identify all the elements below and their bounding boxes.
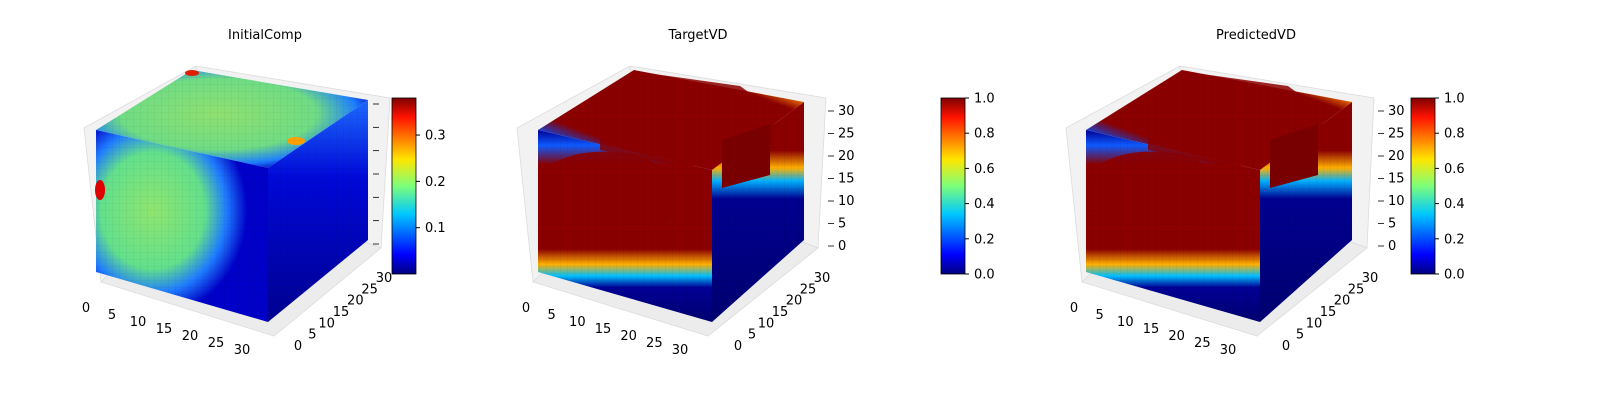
- x-tick-label: 0: [1070, 301, 1078, 316]
- y-tick-label: 20: [347, 294, 364, 309]
- colorbar-tick-label: 0.1: [425, 221, 446, 236]
- z-tick-label: 10: [1388, 194, 1405, 209]
- z-tick-label: 20: [838, 149, 855, 164]
- y-tick-label: 15: [772, 305, 789, 320]
- colorbar-tick-label: 0.8: [974, 127, 995, 142]
- y-tick-label: 25: [1348, 282, 1365, 297]
- colorbar-tick-label: 0.2: [974, 232, 995, 247]
- colorbar-tick-label: 0.0: [1444, 268, 1465, 283]
- z-tick-label: 15: [1388, 172, 1405, 187]
- panel-title-initialcomp: InitialComp: [228, 28, 302, 43]
- x-tick-label: 10: [1117, 315, 1134, 330]
- x-tick-label: 10: [569, 315, 586, 330]
- panel-title-targetvd: TargetVD: [667, 28, 727, 43]
- panel-title-predictedvd: PredictedVD: [1216, 28, 1296, 43]
- y-tick-label: 5: [1296, 328, 1304, 343]
- z-tick-label: 25: [1388, 127, 1405, 142]
- x-tick-label: 25: [208, 336, 225, 351]
- y-tick-label: 5: [308, 328, 316, 343]
- z-tick-label: 5: [838, 217, 846, 232]
- x-tick-label: 30: [234, 343, 251, 358]
- colorbar-tick-label: 0.3: [425, 129, 446, 144]
- z-tick-label: 0: [1388, 239, 1396, 254]
- z-tick-label: 15: [838, 172, 855, 187]
- x-tick-label: 30: [1220, 343, 1237, 358]
- z-axis-ticks: [373, 103, 379, 245]
- colorbar-gradient: [1410, 97, 1436, 275]
- y-tick-label: 0: [1282, 339, 1290, 354]
- colorbar-tick-label: 1.0: [974, 92, 995, 107]
- y-tick-label: 25: [800, 282, 817, 297]
- z-tick-label: 25: [838, 127, 855, 142]
- x-tick-label: 10: [130, 315, 147, 330]
- z-tick-label: 0: [838, 239, 846, 254]
- x-tick-label: 15: [595, 322, 612, 337]
- colorbar-tick-label: 0.2: [1444, 232, 1465, 247]
- x-tick-label: 20: [1168, 329, 1185, 344]
- colorbar: 0.1 0.2 0.3: [391, 97, 446, 275]
- y-tick-label: 15: [1320, 305, 1337, 320]
- x-tick-label: 20: [182, 329, 199, 344]
- x-tick-label: 5: [1096, 308, 1104, 323]
- z-tick-label: 10: [838, 194, 855, 209]
- z-tick-label: 30: [1388, 104, 1405, 119]
- x-tick-label: 30: [672, 343, 689, 358]
- x-tick-label: 15: [1143, 322, 1160, 337]
- colorbar-ticks: 0.0 0.2 0.4 0.6 0.8 1.0: [1435, 92, 1465, 283]
- x-tick-label: 25: [1194, 336, 1211, 351]
- z-tick-label: 5: [1388, 217, 1396, 232]
- y-tick-label: 10: [758, 316, 775, 331]
- x-tick-label: 0: [82, 301, 90, 316]
- z-axis-ticks: 0 5 10 15 20 25 30: [1378, 104, 1405, 254]
- y-tick-label: 15: [333, 305, 350, 320]
- y-tick-label: 30: [814, 271, 831, 286]
- x-tick-label: 0: [522, 301, 530, 316]
- y-tick-label: 0: [734, 339, 742, 354]
- x-axis-ticks: 0 5 10 15 20 25 30: [82, 301, 250, 358]
- voxel-cube: [1086, 70, 1352, 322]
- colorbar-tick-label: 0.8: [1444, 127, 1465, 142]
- y-tick-label: 30: [1362, 271, 1379, 286]
- colorbar-ticks: 0.0 0.2 0.4 0.6 0.8 1.0: [965, 92, 995, 283]
- colorbar: 0.0 0.2 0.4 0.6 0.8 1.0: [1410, 92, 1465, 283]
- colorbar: 0.0 0.2 0.4 0.6 0.8 1.0: [940, 92, 995, 283]
- y-tick-label: 20: [786, 294, 803, 309]
- x-tick-label: 25: [646, 336, 663, 351]
- y-tick-label: 30: [376, 271, 393, 286]
- y-tick-label: 0: [294, 339, 302, 354]
- y-tick-label: 10: [1306, 316, 1323, 331]
- colorbar-tick-label: 0.0: [974, 268, 995, 283]
- x-tick-label: 20: [620, 329, 637, 344]
- colorbar-tick-label: 0.6: [1444, 162, 1465, 177]
- x-axis-ticks: 0 5 10 15 20 25 30: [522, 301, 688, 358]
- z-tick-label: 20: [1388, 149, 1405, 164]
- x-tick-label: 5: [548, 308, 556, 323]
- colorbar-tick-label: 0.2: [425, 175, 446, 190]
- colorbar-tick-label: 0.4: [1444, 197, 1465, 212]
- x-tick-label: 15: [156, 322, 173, 337]
- y-tick-label: 20: [1334, 294, 1351, 309]
- colorbar-tick-label: 0.4: [974, 197, 995, 212]
- y-tick-label: 25: [361, 282, 378, 297]
- colorbar-gradient: [940, 97, 966, 275]
- z-axis-ticks: 0 5 10 15 20 25 30: [828, 104, 855, 254]
- voxel-cube: [538, 70, 804, 322]
- z-tick-label: 30: [838, 104, 855, 119]
- x-tick-label: 5: [108, 308, 116, 323]
- colorbar-tick-label: 0.6: [974, 162, 995, 177]
- x-axis-ticks: 0 5 10 15 20 25 30: [1070, 301, 1236, 358]
- y-tick-label: 5: [748, 328, 756, 343]
- colorbar-ticks: 0.1 0.2 0.3: [416, 129, 446, 236]
- colorbar-tick-label: 1.0: [1444, 92, 1465, 107]
- colorbar-gradient: [391, 97, 417, 275]
- y-tick-label: 10: [318, 316, 335, 331]
- voxel-cube: [95, 70, 368, 322]
